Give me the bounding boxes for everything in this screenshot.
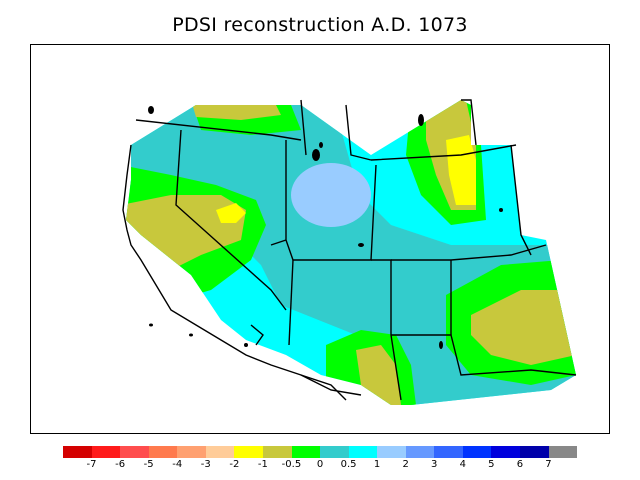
- colorbar-label: -6: [115, 459, 126, 470]
- colorbar-label: -7: [86, 459, 97, 470]
- map-panel: [30, 44, 610, 434]
- colorbar-label: 3: [431, 459, 438, 470]
- colorbar-label: -3: [200, 459, 211, 470]
- colorbar-label: -0.5: [281, 459, 302, 470]
- colorbar-label: 6: [516, 459, 524, 470]
- colorbar-swatch: [462, 446, 492, 458]
- colorbar-label: 0: [316, 459, 324, 470]
- lakes: [148, 106, 503, 349]
- map-title: PDSI reconstruction A.D. 1073: [172, 14, 468, 36]
- very-dry-region-northeast: [446, 135, 476, 205]
- colorbar-swatch: [434, 446, 463, 458]
- colorbar-label: -2: [229, 459, 240, 470]
- colorbar-label: -4: [172, 459, 183, 470]
- colorbar-swatch: [405, 446, 435, 458]
- colorbar-labels: -7 -6 -5 -4 -3 -2 -1 -0.5 0 0.5 1 2 3 4 5 6 7: [63, 459, 577, 473]
- colorbar-label: 0.5: [340, 459, 357, 470]
- colorbar: [63, 446, 578, 458]
- coastline: [122, 144, 362, 401]
- colorbar-swatch: [520, 446, 549, 458]
- dry-region-north: [191, 100, 281, 120]
- colorbar-label: 1: [373, 459, 381, 470]
- colorbar-swatch: [548, 446, 578, 458]
- colorbar-label: -5: [143, 459, 154, 470]
- state-boundaries: [135, 99, 577, 401]
- colorbar-label: 5: [488, 459, 495, 470]
- colorbar-swatch: [262, 446, 292, 458]
- pdsi-map: [122, 99, 577, 405]
- colorbar-swatch: [491, 446, 520, 458]
- colorbar-swatch: [148, 446, 178, 458]
- colorbar-label: 7: [545, 459, 552, 470]
- colorbar-swatch: [120, 446, 149, 458]
- colorbar-swatch: [377, 446, 406, 458]
- colorbar-swatch: [205, 446, 235, 458]
- very-dry-region-west: [216, 203, 246, 223]
- dry-region-east: [471, 290, 576, 365]
- colorbar-swatch: [234, 446, 263, 458]
- colorbar-label: 4: [459, 459, 466, 470]
- colorbar-swatch: [348, 446, 378, 458]
- colorbar-swatch: [291, 446, 321, 458]
- colorbar-swatch: [63, 446, 92, 458]
- colorbar-swatch: [177, 446, 206, 458]
- colorbar-label: 2: [402, 459, 409, 470]
- colorbar-swatch: [320, 446, 349, 458]
- very-wet-region: [291, 163, 371, 227]
- colorbar-swatch: [91, 446, 121, 458]
- colorbar-label: -1: [257, 459, 268, 470]
